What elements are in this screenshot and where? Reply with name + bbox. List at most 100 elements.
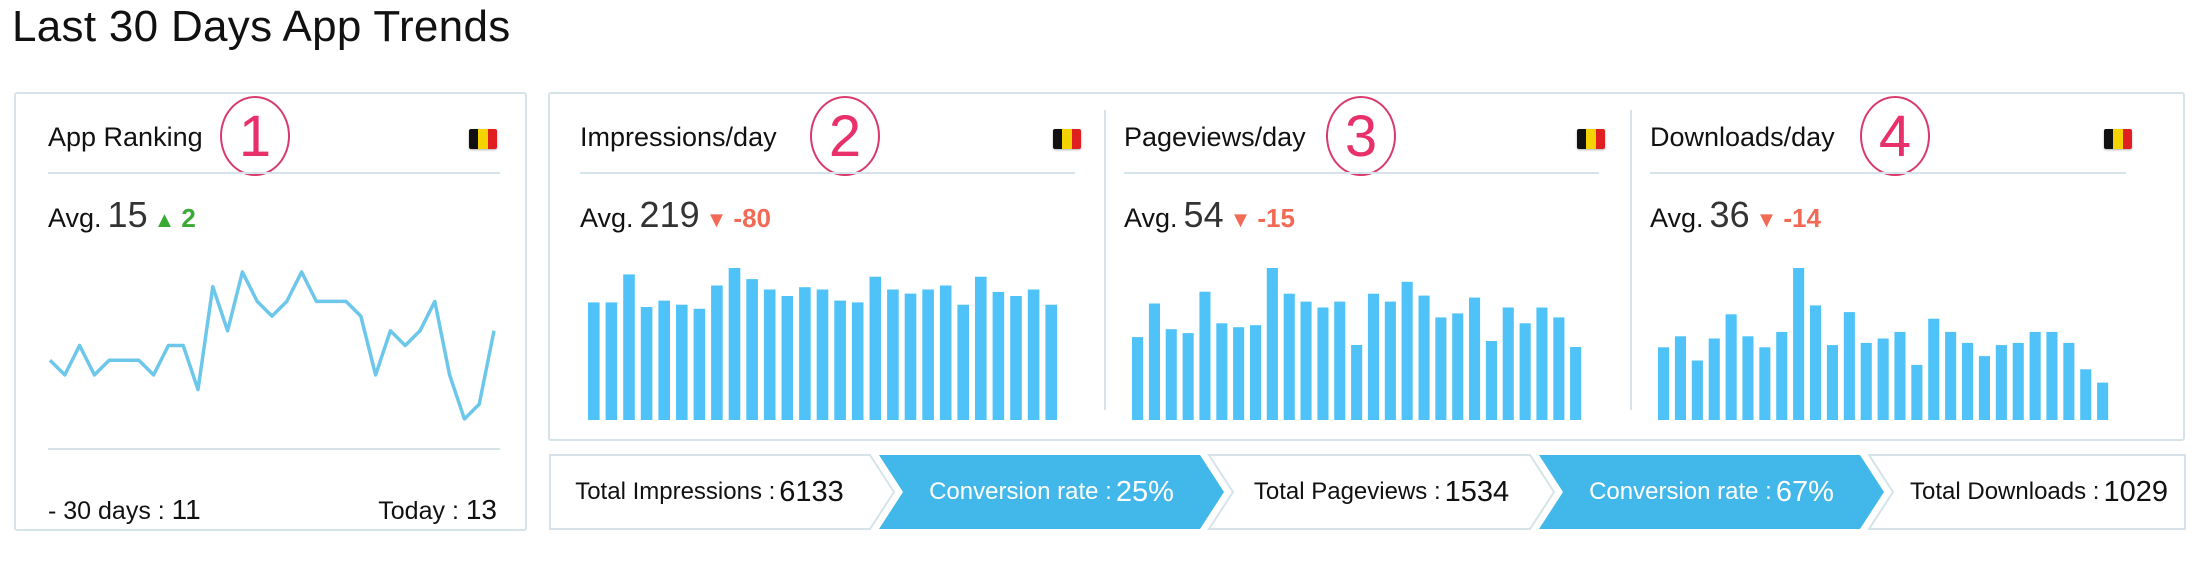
bar-chart bbox=[1658, 268, 2109, 420]
funnel-label: Conversion rate : bbox=[1589, 478, 1772, 505]
bar bbox=[1945, 331, 1957, 420]
bar bbox=[1182, 333, 1194, 420]
metric-column-downloads: Downloads/day 4 Avg. 36 ▼ -14 bbox=[1650, 94, 2136, 439]
divider bbox=[1124, 172, 1599, 174]
belgium-flag-icon bbox=[2104, 129, 2132, 149]
bar bbox=[2029, 331, 2041, 420]
divider bbox=[580, 172, 1075, 174]
conversion-rate: Conversion rate : 25% bbox=[903, 454, 1200, 530]
funnel-step-shape bbox=[1207, 454, 1556, 530]
bar bbox=[588, 302, 600, 420]
funnel-value: 1029 bbox=[2103, 475, 2168, 508]
bar bbox=[1027, 289, 1040, 420]
bar bbox=[1452, 313, 1464, 420]
funnel-value: 1534 bbox=[1444, 475, 1510, 508]
bar bbox=[1283, 293, 1295, 420]
bar bbox=[904, 293, 917, 420]
bar bbox=[605, 302, 618, 420]
avg-value: 219 bbox=[639, 194, 700, 235]
bar bbox=[1165, 329, 1177, 420]
bar bbox=[781, 296, 794, 420]
bar-chart bbox=[1132, 268, 1582, 420]
bar bbox=[1793, 268, 1805, 420]
bar bbox=[1300, 301, 1312, 420]
bar bbox=[1826, 345, 1838, 420]
ranking-average: Avg. 15 ▲ 2 bbox=[48, 194, 196, 236]
avg-label: Avg. bbox=[580, 203, 634, 233]
avg-delta: -80 bbox=[733, 203, 771, 233]
metric-average: Avg. 219 ▼ -80 bbox=[580, 194, 771, 236]
page-title: Last 30 Days App Trends bbox=[12, 2, 511, 51]
bar bbox=[1674, 336, 1686, 420]
bar bbox=[1199, 291, 1211, 420]
bar bbox=[1401, 281, 1413, 420]
ranking-line bbox=[48, 270, 496, 421]
ranking-line-chart bbox=[48, 270, 496, 421]
column-divider bbox=[1630, 110, 1632, 410]
bar bbox=[1418, 295, 1430, 420]
bar bbox=[676, 304, 688, 420]
bar bbox=[1894, 331, 1906, 420]
app-ranking-title: App Ranking bbox=[48, 122, 203, 152]
metric-average: Avg. 54 ▼ -15 bbox=[1124, 194, 1295, 236]
funnel-total: Total Pageviews : 1534 bbox=[1233, 454, 1530, 530]
bar bbox=[1250, 325, 1262, 420]
bar bbox=[1132, 337, 1144, 420]
trend-down-icon: ▼ bbox=[705, 207, 728, 232]
metric-title: Pageviews/day bbox=[1124, 122, 1306, 152]
trend-up-icon: ▲ bbox=[153, 207, 176, 232]
today-label: Today : bbox=[378, 497, 466, 525]
ranking-start: - 30 days : 11 bbox=[48, 494, 201, 526]
funnel-step-shape bbox=[1539, 455, 1884, 529]
bar bbox=[1759, 347, 1771, 420]
bar bbox=[1334, 301, 1346, 420]
metric-average: Avg. 36 ▼ -14 bbox=[1650, 194, 1821, 236]
bar bbox=[1485, 341, 1497, 420]
avg-delta: 2 bbox=[181, 203, 196, 233]
annotation-badge-4: 4 bbox=[1860, 96, 1930, 176]
bar bbox=[887, 289, 899, 420]
bar bbox=[2080, 369, 2092, 420]
avg-value: 15 bbox=[107, 194, 148, 235]
bar bbox=[1367, 293, 1379, 420]
today-value: 13 bbox=[465, 494, 497, 525]
bar bbox=[1843, 312, 1855, 420]
bar bbox=[1266, 268, 1278, 420]
bar bbox=[1317, 307, 1329, 420]
bar bbox=[2046, 331, 2058, 420]
bar bbox=[1776, 331, 1788, 420]
bar bbox=[1742, 336, 1754, 420]
funnel-label: Total Pageviews : bbox=[1253, 478, 1441, 505]
divider bbox=[1650, 172, 2126, 174]
bar bbox=[1233, 327, 1245, 420]
divider bbox=[48, 448, 500, 450]
bar bbox=[693, 308, 706, 420]
bar bbox=[711, 285, 723, 420]
bar bbox=[1148, 303, 1160, 420]
avg-value: 36 bbox=[1709, 194, 1750, 235]
bar bbox=[1708, 338, 1720, 420]
bar bbox=[816, 289, 829, 420]
bar bbox=[763, 289, 776, 420]
bar bbox=[746, 279, 758, 420]
avg-value: 54 bbox=[1183, 194, 1224, 235]
funnel-label: Conversion rate : bbox=[929, 478, 1112, 505]
funnel-value: 25% bbox=[1115, 475, 1174, 508]
avg-label: Avg. bbox=[1124, 203, 1178, 233]
bar bbox=[834, 300, 846, 420]
bar bbox=[1384, 301, 1396, 420]
metric-column-impressions: Impressions/day 2 Avg. 219 ▼ -80 bbox=[580, 94, 1085, 439]
annotation-badge-3: 3 bbox=[1326, 96, 1396, 176]
conversion-rate: Conversion rate : 67% bbox=[1563, 454, 1860, 530]
bar bbox=[1658, 347, 1670, 420]
bar bbox=[1725, 314, 1737, 420]
ranking-today: Today : 13 bbox=[378, 494, 497, 526]
bar bbox=[799, 287, 811, 420]
bar bbox=[957, 304, 969, 420]
belgium-flag-icon bbox=[1577, 129, 1605, 149]
metric-title: Downloads/day bbox=[1650, 122, 1835, 152]
bar bbox=[922, 289, 934, 420]
bar bbox=[1995, 345, 2007, 420]
annotation-badge-1: 1 bbox=[220, 96, 290, 176]
trend-down-icon: ▼ bbox=[1229, 207, 1252, 232]
